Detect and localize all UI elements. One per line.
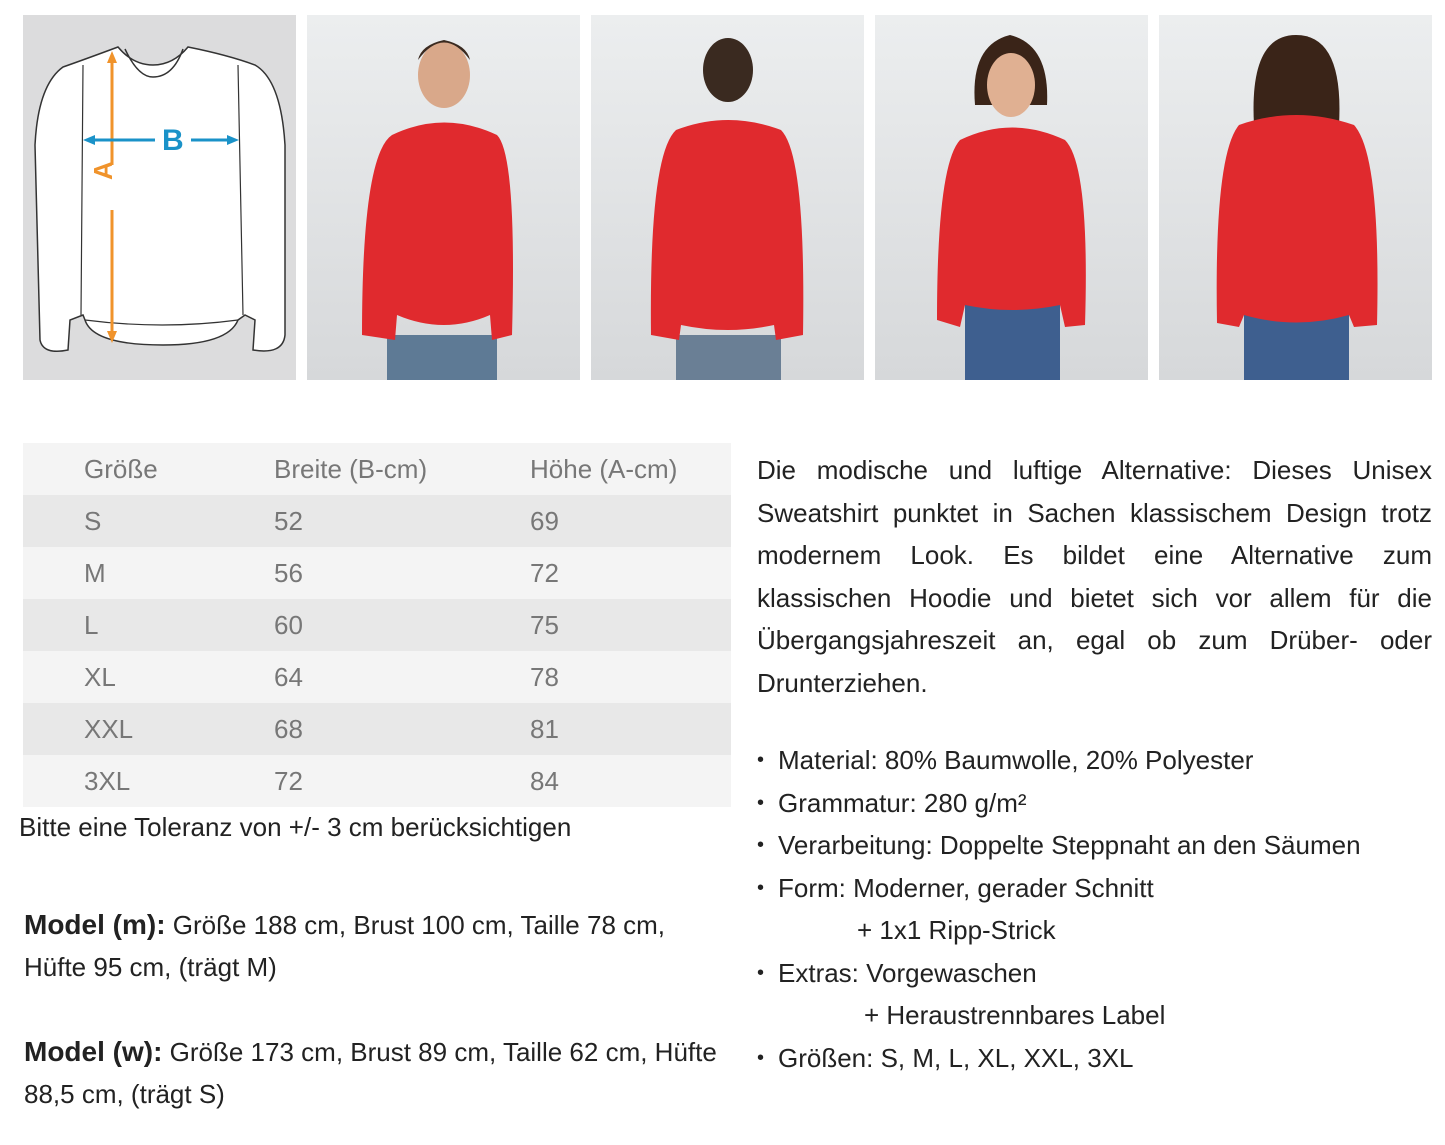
label-a: A — [88, 161, 118, 180]
table-row: XL 64 78 — [23, 651, 731, 703]
table-row: 3XL 72 84 — [23, 755, 731, 807]
photo-male-back — [591, 15, 864, 380]
table-header-row: Größe Breite (B-cm) Höhe (A-cm) — [23, 443, 731, 495]
table-row: S 52 69 — [23, 495, 731, 547]
sweatshirt-outline-icon: A B — [34, 46, 286, 352]
product-description: Die modische und luftige Alternative: Di… — [757, 455, 1432, 698]
size-diagram: A B — [23, 15, 296, 380]
model-female-info: Model (w): Größe 173 cm, Brust 89 cm, Ta… — [24, 1036, 717, 1109]
table-row: L 60 75 — [23, 599, 731, 651]
feature-form: Form: Moderner, gerader Schnitt — [757, 867, 1361, 910]
photo-female-front — [875, 15, 1148, 380]
feature-verarbeitung: Verarbeitung: Doppelte Steppnaht an den … — [757, 824, 1361, 867]
tolerance-note: Bitte eine Toleranz von +/- 3 cm berücks… — [19, 812, 572, 842]
label-b: B — [162, 124, 184, 157]
header-height: Höhe (A-cm) — [530, 453, 678, 484]
feature-form-detail: + 1x1 Ripp-Strick — [857, 915, 1056, 945]
size-table: Größe Breite (B-cm) Höhe (A-cm) S 52 69 M 56 7… — [23, 443, 731, 807]
feature-list: Material: 80% Baumwolle, 20% Polyester G… — [757, 739, 1361, 1079]
table-row: M 56 72 — [23, 547, 731, 599]
model-male-label: Model (m): — [24, 909, 166, 940]
table-row: XXL 68 81 — [23, 703, 731, 755]
feature-sizes: Größen: S, M, L, XL, XXL, 3XL — [757, 1037, 1361, 1080]
feature-material: Material: 80% Baumwolle, 20% Polyester — [757, 739, 1361, 782]
feature-extras: Extras: Vorgewaschen — [757, 952, 1361, 995]
feature-extras-detail: + Heraustrennbares Label — [864, 1000, 1166, 1030]
feature-grammatur: Grammatur: 280 g/m² — [757, 782, 1361, 825]
header-size: Größe — [84, 453, 158, 484]
model-male-info: Model (m): Größe 188 cm, Brust 100 cm, T… — [24, 909, 666, 982]
photo-female-back — [1159, 15, 1432, 380]
model-female-label: Model (w): — [24, 1036, 163, 1067]
header-width: Breite (B-cm) — [274, 453, 428, 484]
photo-male-front — [307, 15, 580, 380]
